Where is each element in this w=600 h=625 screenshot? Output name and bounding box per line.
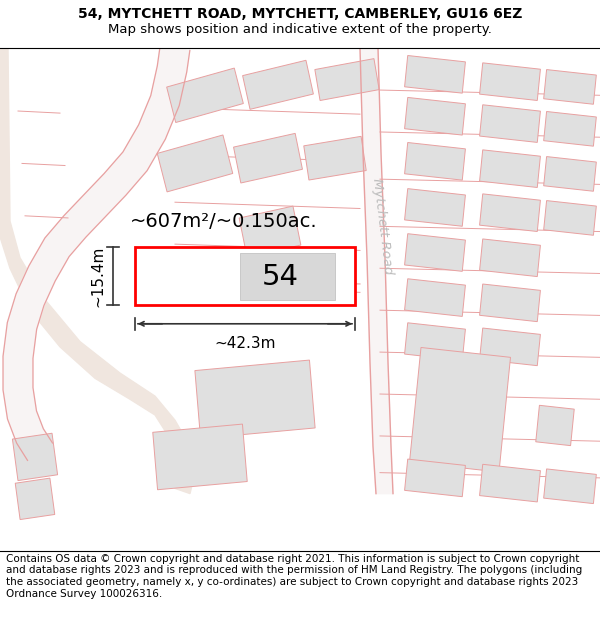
- Polygon shape: [360, 48, 393, 494]
- Polygon shape: [479, 150, 541, 188]
- Polygon shape: [404, 279, 466, 316]
- Polygon shape: [167, 68, 244, 122]
- Polygon shape: [544, 157, 596, 191]
- Polygon shape: [409, 348, 511, 472]
- Polygon shape: [544, 69, 596, 104]
- Polygon shape: [242, 60, 313, 109]
- Polygon shape: [479, 464, 541, 502]
- Polygon shape: [479, 284, 541, 322]
- Polygon shape: [13, 433, 58, 481]
- Text: ~42.3m: ~42.3m: [214, 336, 276, 351]
- Polygon shape: [544, 469, 596, 504]
- Polygon shape: [0, 48, 195, 494]
- Text: Mytchett Road: Mytchett Road: [370, 177, 394, 275]
- Polygon shape: [239, 206, 301, 257]
- Polygon shape: [157, 135, 233, 192]
- Polygon shape: [479, 105, 541, 142]
- Polygon shape: [404, 142, 466, 180]
- Text: ~607m²/~0.150ac.: ~607m²/~0.150ac.: [130, 212, 317, 231]
- Polygon shape: [304, 136, 366, 180]
- Polygon shape: [315, 59, 379, 101]
- Polygon shape: [3, 46, 190, 461]
- Polygon shape: [479, 239, 541, 277]
- Polygon shape: [404, 56, 466, 93]
- Polygon shape: [536, 405, 574, 446]
- Polygon shape: [544, 111, 596, 146]
- Polygon shape: [404, 189, 466, 226]
- Polygon shape: [233, 133, 302, 183]
- Text: 54: 54: [262, 262, 299, 291]
- Polygon shape: [544, 201, 596, 235]
- Polygon shape: [404, 234, 466, 271]
- Polygon shape: [404, 322, 466, 361]
- Text: Contains OS data © Crown copyright and database right 2021. This information is : Contains OS data © Crown copyright and d…: [6, 554, 582, 599]
- Polygon shape: [404, 98, 466, 135]
- Polygon shape: [479, 328, 541, 366]
- Polygon shape: [195, 360, 315, 439]
- Bar: [240, 253, 335, 299]
- Text: 54, MYTCHETT ROAD, MYTCHETT, CAMBERLEY, GU16 6EZ: 54, MYTCHETT ROAD, MYTCHETT, CAMBERLEY, …: [78, 8, 522, 21]
- Polygon shape: [153, 424, 247, 490]
- Polygon shape: [15, 478, 55, 519]
- Polygon shape: [479, 63, 541, 101]
- Polygon shape: [479, 194, 541, 231]
- Polygon shape: [404, 459, 466, 497]
- Bar: [135, 248, 355, 305]
- Text: Map shows position and indicative extent of the property.: Map shows position and indicative extent…: [108, 23, 492, 36]
- Text: ~15.4m: ~15.4m: [90, 246, 105, 307]
